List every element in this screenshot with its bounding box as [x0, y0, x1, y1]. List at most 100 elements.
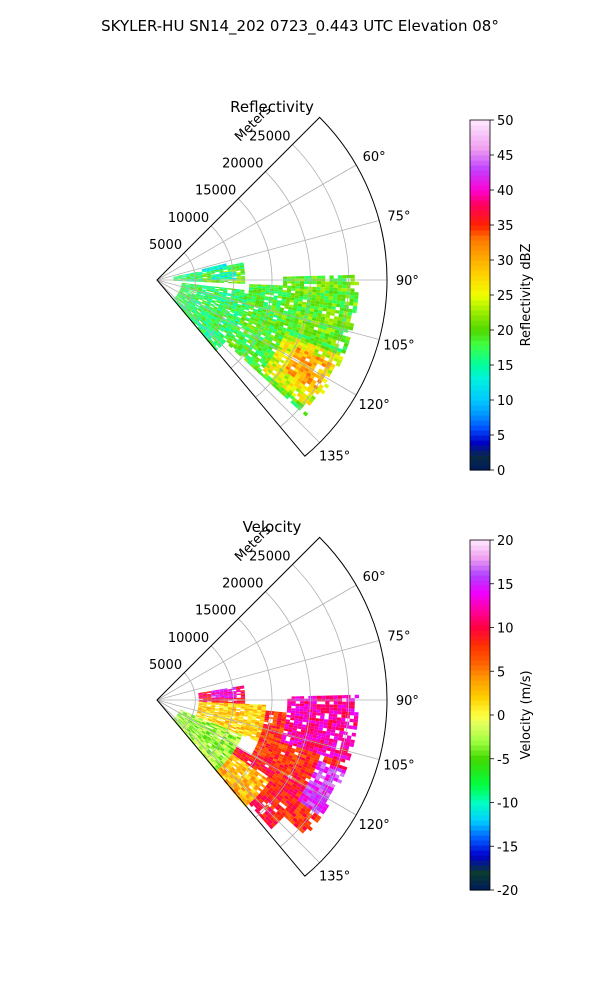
- echo-cell: [271, 810, 276, 815]
- echo-cell: [352, 309, 357, 314]
- echo-cell: [245, 724, 251, 728]
- echo-cell: [268, 716, 274, 720]
- echo-cell: [207, 729, 212, 733]
- echo-cell: [197, 287, 203, 290]
- echo-cell: [280, 723, 286, 726]
- echo-cell: [285, 299, 291, 303]
- echo-cell: [200, 713, 205, 716]
- echo-cell: [195, 715, 200, 718]
- echo-cell: [201, 737, 206, 741]
- echo-cell: [194, 732, 199, 737]
- echo-cell: [206, 738, 211, 742]
- colorbar-segment: [470, 725, 490, 731]
- echo-cell: [316, 275, 322, 279]
- echo-cell: [176, 301, 180, 305]
- echo-cell: [315, 300, 320, 305]
- echo-cell: [219, 707, 224, 709]
- echo-cell: [316, 386, 322, 392]
- echo-cell: [274, 287, 279, 290]
- echo-cell: [243, 294, 249, 297]
- echo-cell: [290, 712, 296, 716]
- echo-cell: [224, 275, 229, 278]
- echo-cell: [298, 810, 304, 816]
- echo-cell: [249, 704, 254, 706]
- echo-cell: [312, 289, 317, 293]
- echo-cell: [196, 712, 201, 715]
- echo-cell: [299, 708, 304, 712]
- echo-cell: [312, 771, 318, 777]
- echo-cell: [217, 716, 222, 720]
- echo-cell: [236, 690, 241, 693]
- echo-cell: [215, 694, 220, 696]
- echo-cell: [215, 747, 220, 751]
- echo-cell: [261, 284, 267, 287]
- echo-cell: [328, 713, 334, 717]
- echo-cell: [287, 746, 292, 751]
- echo-cell: [271, 740, 276, 745]
- echo-cell: [226, 738, 231, 742]
- echo-cell: [230, 761, 235, 766]
- echo-cell: [251, 313, 256, 317]
- echo-cell: [177, 277, 182, 278]
- echo-cell: [245, 782, 250, 787]
- echo-cell: [229, 336, 234, 341]
- echo-cell: [232, 758, 237, 763]
- echo-cell: [178, 299, 182, 303]
- echo-cell: [211, 703, 216, 705]
- echo-cell: [184, 718, 188, 722]
- echo-cell: [234, 740, 239, 745]
- echo-cell: [186, 715, 191, 718]
- echo-cell: [304, 338, 310, 343]
- echo-cell: [196, 711, 202, 714]
- echo-cell: [288, 741, 294, 746]
- echo-cell: [219, 287, 224, 289]
- range-ring: [181, 252, 196, 310]
- echo-cell: [239, 262, 244, 265]
- echo-cell: [235, 738, 241, 742]
- colorbar-segment: [470, 200, 490, 206]
- echo-cell: [320, 284, 326, 288]
- echo-cell: [250, 755, 255, 760]
- colorbar-segment: [470, 210, 490, 216]
- echo-cell: [285, 387, 291, 392]
- echo-cell: [303, 289, 309, 292]
- echo-cell: [246, 333, 252, 338]
- echo-cell: [208, 308, 213, 311]
- echo-cell: [280, 319, 286, 323]
- echo-cell: [204, 295, 209, 298]
- echo-cell: [222, 712, 228, 715]
- echo-cell: [206, 289, 211, 291]
- echo-cell: [206, 750, 210, 755]
- echo-cell: [228, 734, 233, 738]
- echo-cell: [269, 292, 274, 296]
- echo-cell: [287, 797, 293, 803]
- echo-cell: [248, 730, 253, 734]
- echo-cell: [315, 295, 321, 299]
- echo-cell: [234, 775, 240, 780]
- echo-cell: [182, 720, 187, 724]
- echo-cell: [183, 719, 188, 723]
- echo-cell: [203, 718, 208, 721]
- echo-cell: [236, 773, 241, 779]
- echo-cell: [316, 750, 322, 755]
- echo-cell: [304, 326, 310, 331]
- echo-cell: [230, 335, 235, 339]
- echo-cell: [262, 725, 268, 729]
- echo-cell: [223, 693, 229, 695]
- echo-cell: [246, 300, 252, 303]
- echo-cell: [278, 808, 283, 814]
- echo-cell: [260, 715, 265, 718]
- colorbar-segment: [470, 215, 490, 221]
- echo-cell: [285, 379, 291, 385]
- echo-cell: [332, 300, 337, 304]
- echo-cell: [198, 274, 203, 276]
- echo-cell: [321, 313, 326, 318]
- echo-cell: [286, 294, 291, 298]
- echo-cell: [331, 758, 337, 764]
- echo-cell: [310, 303, 316, 307]
- echo-cell: [227, 758, 232, 763]
- echo-cell: [299, 375, 305, 381]
- echo-cell: [182, 721, 186, 725]
- echo-cell: [275, 799, 281, 804]
- echo-cell: [325, 287, 330, 291]
